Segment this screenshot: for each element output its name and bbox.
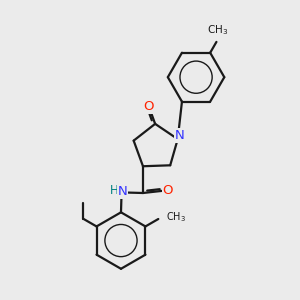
Text: N: N [174,129,184,142]
Text: O: O [163,184,173,197]
Text: CH$_3$: CH$_3$ [166,211,186,224]
Text: CH$_3$: CH$_3$ [207,23,229,37]
Text: N: N [117,185,127,198]
Text: O: O [143,100,154,113]
Text: H: H [110,184,118,196]
